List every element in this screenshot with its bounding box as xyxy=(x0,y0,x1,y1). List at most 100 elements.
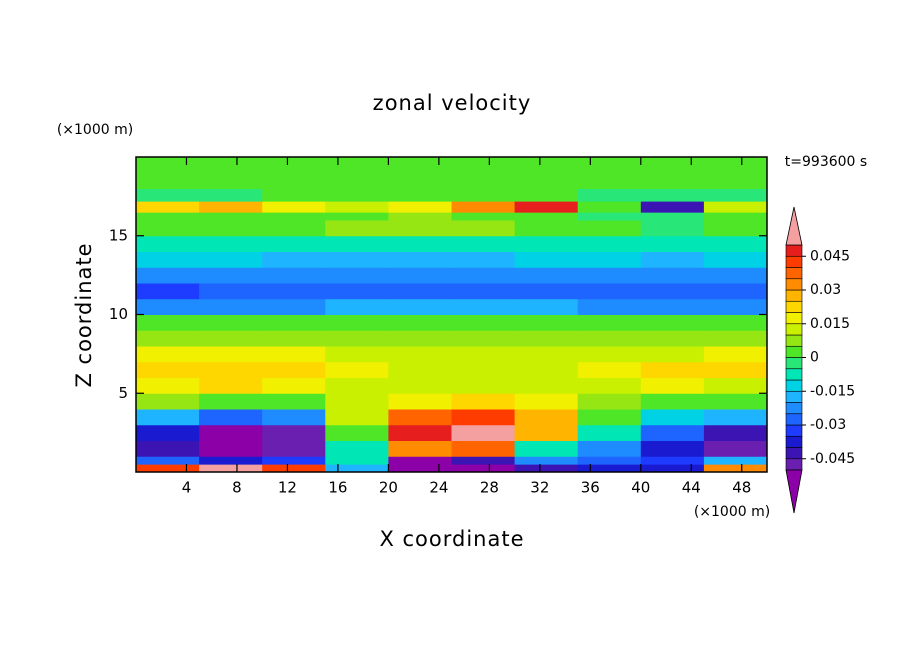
cell xyxy=(388,361,452,378)
cell xyxy=(388,456,452,465)
x-tick-label: 40 xyxy=(631,479,650,497)
cell xyxy=(262,361,326,378)
colorbar-tick-label: 0.015 xyxy=(810,316,850,332)
cell xyxy=(199,314,263,331)
cell xyxy=(640,314,705,331)
cell xyxy=(577,361,642,378)
cell xyxy=(514,201,579,213)
cell xyxy=(325,456,389,465)
cell xyxy=(640,464,705,473)
cell xyxy=(703,440,768,457)
cell xyxy=(325,377,389,394)
cell xyxy=(640,346,705,363)
cell xyxy=(640,235,705,252)
cell xyxy=(136,377,200,394)
cell xyxy=(577,212,642,221)
colorbar-extension xyxy=(785,206,803,246)
cell xyxy=(451,235,516,252)
cell xyxy=(262,464,326,473)
cell xyxy=(514,346,579,363)
cell xyxy=(640,361,705,378)
cell xyxy=(640,298,705,315)
cell xyxy=(703,267,768,284)
cell xyxy=(325,251,389,268)
cell xyxy=(262,212,326,221)
cell xyxy=(451,188,516,202)
cell xyxy=(388,346,452,363)
colorbar-box xyxy=(785,345,803,358)
cell xyxy=(136,440,200,457)
cell xyxy=(514,456,579,465)
cell xyxy=(136,283,200,300)
cell xyxy=(703,157,768,189)
cell xyxy=(703,456,768,465)
cell xyxy=(325,267,389,284)
cell xyxy=(199,409,263,426)
x-tick-label: 36 xyxy=(581,479,600,497)
cell xyxy=(577,220,642,237)
cell xyxy=(388,298,452,315)
cell xyxy=(136,393,200,410)
cell xyxy=(577,464,642,473)
cell xyxy=(451,456,516,465)
cell xyxy=(640,424,705,441)
cell xyxy=(703,251,768,268)
cell xyxy=(514,298,579,315)
cell xyxy=(199,346,263,363)
cell xyxy=(136,330,200,347)
cell xyxy=(577,283,642,300)
x-tick-label: 48 xyxy=(732,479,751,497)
cell xyxy=(388,330,452,347)
cell xyxy=(388,212,452,221)
cell xyxy=(514,188,579,202)
cell xyxy=(451,424,516,441)
colorbar-box xyxy=(785,289,803,302)
cell xyxy=(388,235,452,252)
cell xyxy=(388,377,452,394)
cell xyxy=(325,393,389,410)
colorbar-box xyxy=(785,300,803,313)
cell xyxy=(577,330,642,347)
cell xyxy=(577,267,642,284)
cell xyxy=(703,212,768,221)
cell xyxy=(199,298,263,315)
cell xyxy=(577,201,642,213)
cell xyxy=(514,283,579,300)
cell xyxy=(640,393,705,410)
cell xyxy=(199,220,263,237)
cell xyxy=(703,235,768,252)
cell xyxy=(199,188,263,202)
cell xyxy=(703,330,768,347)
cell xyxy=(640,377,705,394)
cell xyxy=(451,440,516,457)
y-tick-label: 5 xyxy=(118,384,128,402)
cell xyxy=(199,424,263,441)
cell xyxy=(451,251,516,268)
cell xyxy=(136,201,200,213)
cell xyxy=(514,440,579,457)
cell xyxy=(199,212,263,221)
cell xyxy=(262,346,326,363)
cell xyxy=(388,409,452,426)
cell xyxy=(451,267,516,284)
cell xyxy=(577,409,642,426)
cell xyxy=(514,409,579,426)
cell xyxy=(577,235,642,252)
cell xyxy=(388,201,452,213)
cell xyxy=(325,346,389,363)
cell xyxy=(262,157,326,189)
cell xyxy=(703,393,768,410)
colorbar-box xyxy=(785,379,803,392)
cell xyxy=(514,251,579,268)
cell xyxy=(388,283,452,300)
cell xyxy=(514,314,579,331)
x-tick-label: 28 xyxy=(480,479,499,497)
cell xyxy=(640,440,705,457)
x-tick-label: 24 xyxy=(429,479,448,497)
x-tick-label: 4 xyxy=(182,479,192,497)
x-tick-label: 12 xyxy=(278,479,297,497)
cell xyxy=(136,212,200,221)
cell xyxy=(703,314,768,331)
cell xyxy=(703,424,768,441)
x-tick-label: 44 xyxy=(682,479,701,497)
